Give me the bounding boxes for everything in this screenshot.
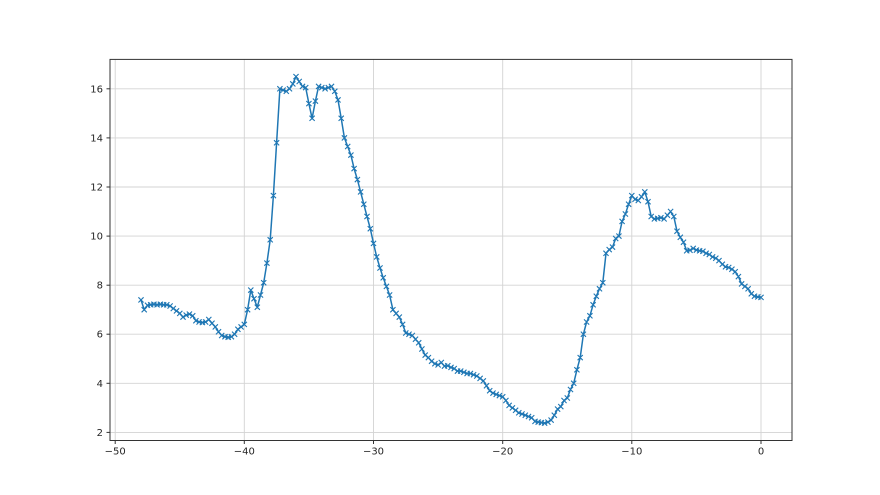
plot-border xyxy=(109,58,793,442)
x-tick-label: −20 xyxy=(492,447,513,458)
y-tick-label: 2 xyxy=(97,428,103,439)
tick-labels: −50 −40 −30 −20 −10 0 2 4 6 8 10 12 14 16 xyxy=(90,84,764,457)
y-tick-label: 12 xyxy=(90,183,103,194)
x-tick-label: −10 xyxy=(621,447,642,458)
y-tick-label: 4 xyxy=(97,379,103,390)
tick-marks xyxy=(106,88,762,444)
y-tick-label: 8 xyxy=(97,281,103,292)
y-tick-label: 14 xyxy=(90,133,103,144)
x-tick-label: −40 xyxy=(234,447,255,458)
y-tick-label: 16 xyxy=(90,84,103,95)
x-tick-label: 0 xyxy=(758,447,764,458)
y-tick-label: 10 xyxy=(90,232,103,243)
x-markers xyxy=(138,73,764,427)
x-tick-label: −50 xyxy=(105,447,126,458)
y-tick-label: 6 xyxy=(97,330,103,341)
x-tick-label: −30 xyxy=(363,447,384,458)
grid xyxy=(110,59,792,441)
